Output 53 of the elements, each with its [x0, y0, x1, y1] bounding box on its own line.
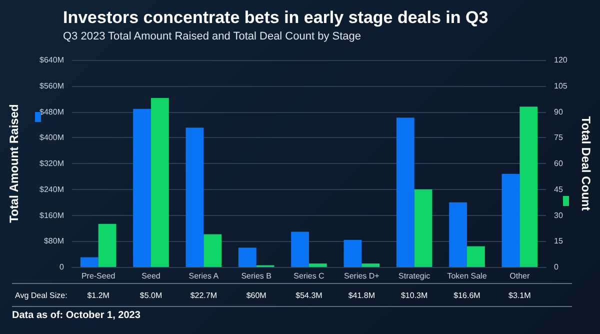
text: $10.3M [400, 291, 428, 300]
y2-tick-label: 45 [554, 184, 564, 194]
text: $16.6M [454, 291, 480, 300]
y-tick-label: 0 [60, 262, 65, 272]
text: $22.7M [190, 291, 217, 300]
bar [291, 232, 309, 267]
x-tick-label: Series C [294, 272, 325, 280]
bar [449, 202, 467, 267]
bar [80, 257, 98, 267]
bar [238, 248, 256, 267]
x-tick-label: Series D+ [344, 272, 380, 280]
chart-title: Investors concentrate bets in early stage deals in Q3 [63, 8, 488, 27]
text: Data as of: October 1, 2023 [12, 310, 140, 321]
bar [186, 128, 204, 267]
bar [344, 240, 362, 267]
y-tick-label: $400M [40, 133, 64, 142]
x-tick-label: Pre-Seed [81, 272, 116, 280]
text: $54.3M [296, 291, 322, 300]
x-tick-label: Strategic [398, 272, 430, 280]
y-tick-label: $560M [40, 81, 64, 90]
x-tick-label: Other [510, 272, 530, 280]
y-tick-label: $160M [40, 210, 64, 220]
y2-tick-label: 105 [554, 81, 568, 90]
y-tick-label: $240M [40, 184, 64, 194]
text: $3.1M [508, 291, 531, 300]
y-tick-label: $640M [40, 56, 64, 64]
bar [309, 264, 327, 267]
text: $5.0M [140, 291, 162, 300]
x-tick-label: Series A [188, 272, 220, 280]
y2-tick-label: 75 [554, 133, 564, 142]
x-tick-label: Seed [142, 272, 160, 280]
text: Avg Deal Size: [15, 291, 68, 300]
y2-tick-label: 90 [554, 107, 564, 116]
y-axis-title: Total Amount Raised [7, 104, 21, 223]
bar [467, 246, 485, 267]
text: $1.2M [87, 291, 110, 300]
y2-tick-label: 15 [554, 236, 564, 246]
y2-tick-label: 120 [554, 56, 568, 64]
x-tick-label: Token Sale [447, 272, 488, 280]
y2-tick-label: 30 [554, 210, 564, 220]
text: $41.8M [348, 291, 375, 300]
bar [98, 224, 116, 267]
chart-subtitle: Q3 2023 Total Amount Raised and Total Deal Count by Stage [63, 30, 362, 42]
y-tick-label: $80M [44, 236, 64, 246]
y2-axis-title: Total Deal Count [579, 116, 593, 211]
y2-tick-label: 60 [554, 159, 564, 168]
bar [362, 264, 380, 267]
bar [204, 234, 222, 267]
text: $60M [246, 291, 266, 300]
x-tick-label: Series B [241, 272, 272, 280]
y-tick-label: $320M [40, 159, 64, 168]
y-tick-label: $480M [40, 107, 64, 116]
y2-tick-label: 0 [554, 262, 559, 272]
